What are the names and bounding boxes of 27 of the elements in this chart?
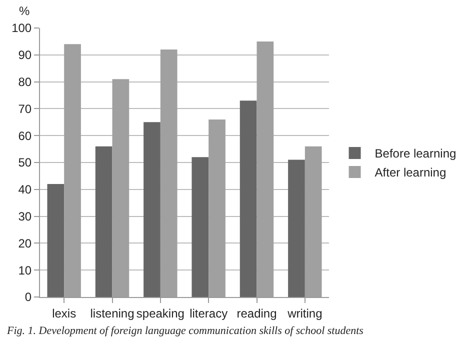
x-tick-label: speaking: [136, 306, 184, 320]
y-tick-label: 100: [12, 21, 32, 36]
y-tick-label: 50: [18, 156, 32, 170]
y-tick-label: 60: [18, 128, 32, 143]
legend-label: Before learning: [374, 146, 456, 161]
y-axis-title: %: [19, 4, 30, 18]
y-tick-label: 90: [18, 48, 32, 62]
y-tick-label: 80: [18, 75, 32, 89]
bar: [47, 184, 64, 297]
y-tick-label: 40: [18, 182, 32, 197]
x-tick-label: listening: [90, 306, 134, 320]
x-tick-label: lexis: [52, 306, 76, 320]
y-tick-label: 20: [18, 236, 32, 250]
x-tick-label: writing: [286, 306, 322, 320]
y-tick-label: 30: [18, 210, 32, 224]
bar: [192, 157, 209, 297]
legend-label: After learning: [374, 166, 446, 180]
bar: [288, 160, 305, 297]
caption: Fig. 1. Development of foreign language communication skills of school students: [6, 325, 364, 337]
y-tick-label: 0: [24, 290, 32, 304]
x-tick-label: reading: [236, 306, 277, 320]
bar: [144, 122, 160, 297]
bar: [95, 146, 112, 297]
x-tick-label: literacy: [190, 306, 228, 320]
y-tick-label: 10: [18, 263, 32, 278]
bar: [240, 100, 257, 297]
y-tick-label: 70: [18, 102, 32, 116]
